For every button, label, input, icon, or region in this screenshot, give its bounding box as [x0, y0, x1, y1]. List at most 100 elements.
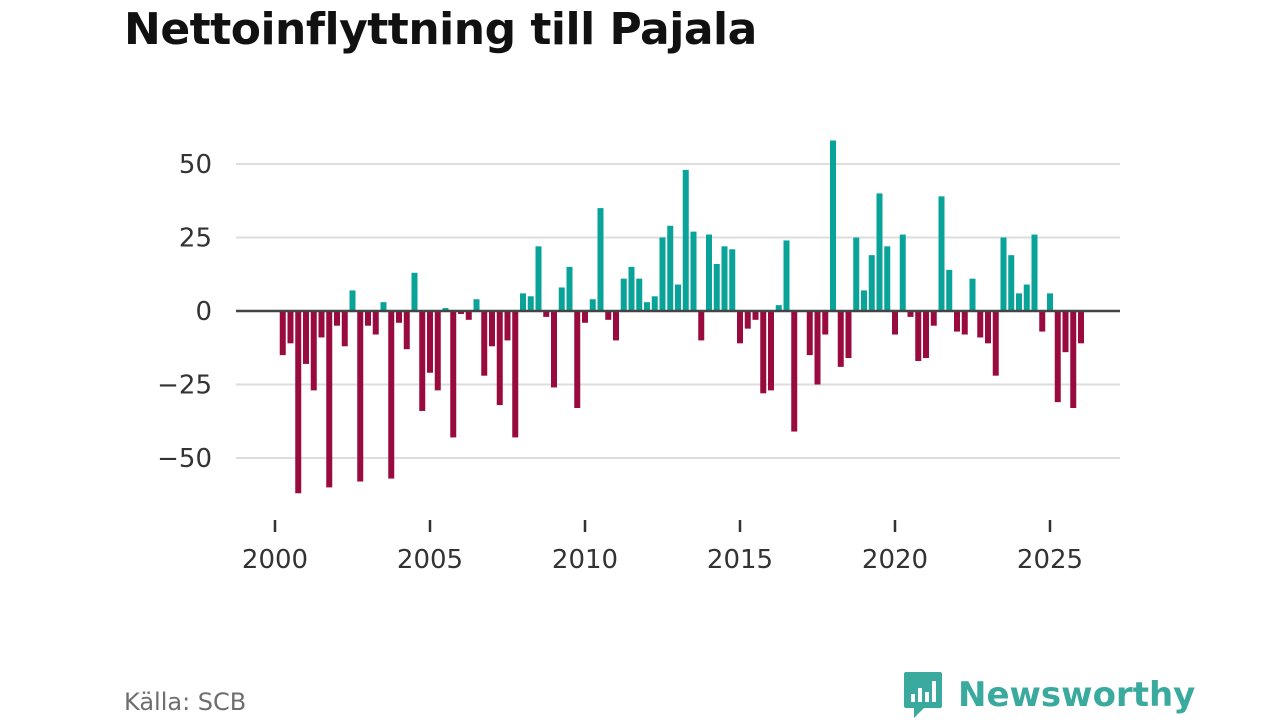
bar: [729, 249, 736, 311]
bar: [1078, 311, 1084, 344]
bar: [574, 311, 581, 409]
bar: [520, 293, 526, 311]
bar: [380, 302, 387, 311]
bar: [791, 311, 798, 432]
bar: [830, 140, 836, 311]
x-tick-label: 2000: [242, 545, 308, 575]
bar: [310, 311, 317, 391]
bar: [644, 302, 650, 311]
bar: [597, 208, 604, 311]
bar: [303, 311, 309, 364]
bar: [1023, 284, 1030, 311]
bar: [582, 311, 588, 323]
bar: [465, 311, 472, 320]
bar: [543, 311, 550, 317]
bar: [690, 231, 697, 311]
bar: [1054, 311, 1061, 403]
bar: [388, 311, 395, 479]
bar: [760, 311, 767, 394]
y-axis: 50 25 0 −25 −50: [157, 150, 212, 474]
bar: [496, 311, 503, 406]
bar: [868, 255, 875, 311]
x-tick-label: 2015: [707, 545, 773, 575]
bar: [318, 311, 325, 338]
bar: [667, 225, 674, 311]
bar: [675, 284, 681, 311]
brand-logo: Newsworthy: [902, 670, 1195, 720]
bars: [279, 140, 1084, 494]
bar: [899, 234, 906, 311]
newsworthy-logo-icon: [904, 672, 942, 718]
bar: [396, 311, 402, 323]
x-tick-label: 2010: [552, 545, 618, 575]
bar-chart: 50 25 0 −25 −50 2000 2005 2010 2015 2020 2025: [157, 140, 1120, 575]
bar: [946, 269, 953, 311]
bar: [915, 311, 922, 361]
gridlines: [236, 163, 1120, 459]
bar: [566, 266, 573, 311]
bar: [295, 311, 302, 494]
bar: [636, 278, 643, 311]
bar: [1070, 311, 1077, 409]
y-tick-label: 25: [179, 224, 212, 254]
bar: [605, 311, 612, 320]
bar: [535, 246, 542, 311]
bar: [527, 296, 534, 311]
y-tick-label: −25: [157, 371, 212, 401]
bar: [845, 311, 852, 359]
bar: [806, 311, 813, 356]
bar: [1039, 311, 1046, 332]
bar: [489, 311, 495, 347]
bar: [682, 169, 689, 311]
bar: [977, 311, 984, 338]
bar: [969, 278, 976, 311]
bar: [651, 296, 658, 311]
chart-title: Nettoinflyttning till Pajala: [124, 4, 757, 55]
bar: [861, 290, 867, 311]
bar: [837, 311, 844, 367]
bar: [1047, 293, 1053, 311]
bar: [551, 311, 557, 388]
bar: [853, 237, 860, 311]
x-axis: 2000 2005 2010 2015 2020 2025: [242, 520, 1083, 575]
source-note: Källa: SCB: [124, 688, 247, 716]
bar: [744, 311, 751, 329]
y-tick-label: 0: [195, 297, 212, 327]
bar: [938, 196, 945, 311]
bar: [985, 311, 991, 344]
bar: [411, 272, 418, 311]
bar: [372, 311, 379, 335]
bar: [365, 311, 371, 326]
bar: [628, 266, 635, 311]
bar: [620, 278, 627, 311]
bar: [334, 311, 340, 326]
x-tick-label: 2025: [1017, 545, 1083, 575]
bar: [892, 311, 898, 335]
bar: [613, 311, 619, 341]
bar: [992, 311, 999, 376]
bar: [558, 287, 565, 311]
bar: [481, 311, 488, 376]
bar: [512, 311, 519, 438]
bar: [458, 311, 464, 314]
x-tick-label: 2020: [862, 545, 928, 575]
bar: [326, 311, 333, 488]
y-tick-label: −50: [157, 444, 212, 474]
bar: [357, 311, 364, 482]
bar: [279, 311, 286, 356]
bar: [419, 311, 426, 411]
bar: [930, 311, 937, 326]
bar: [659, 237, 666, 311]
bar: [706, 234, 712, 311]
brand-name: Newsworthy: [958, 675, 1196, 715]
bar: [450, 311, 457, 438]
y-tick-label: 50: [179, 150, 212, 180]
bar: [698, 311, 705, 341]
bar: [752, 311, 759, 320]
bar: [1016, 293, 1022, 311]
bar: [1008, 255, 1015, 311]
bar: [713, 263, 720, 311]
bar: [287, 311, 294, 344]
bar: [814, 311, 821, 385]
bar: [1031, 234, 1038, 311]
